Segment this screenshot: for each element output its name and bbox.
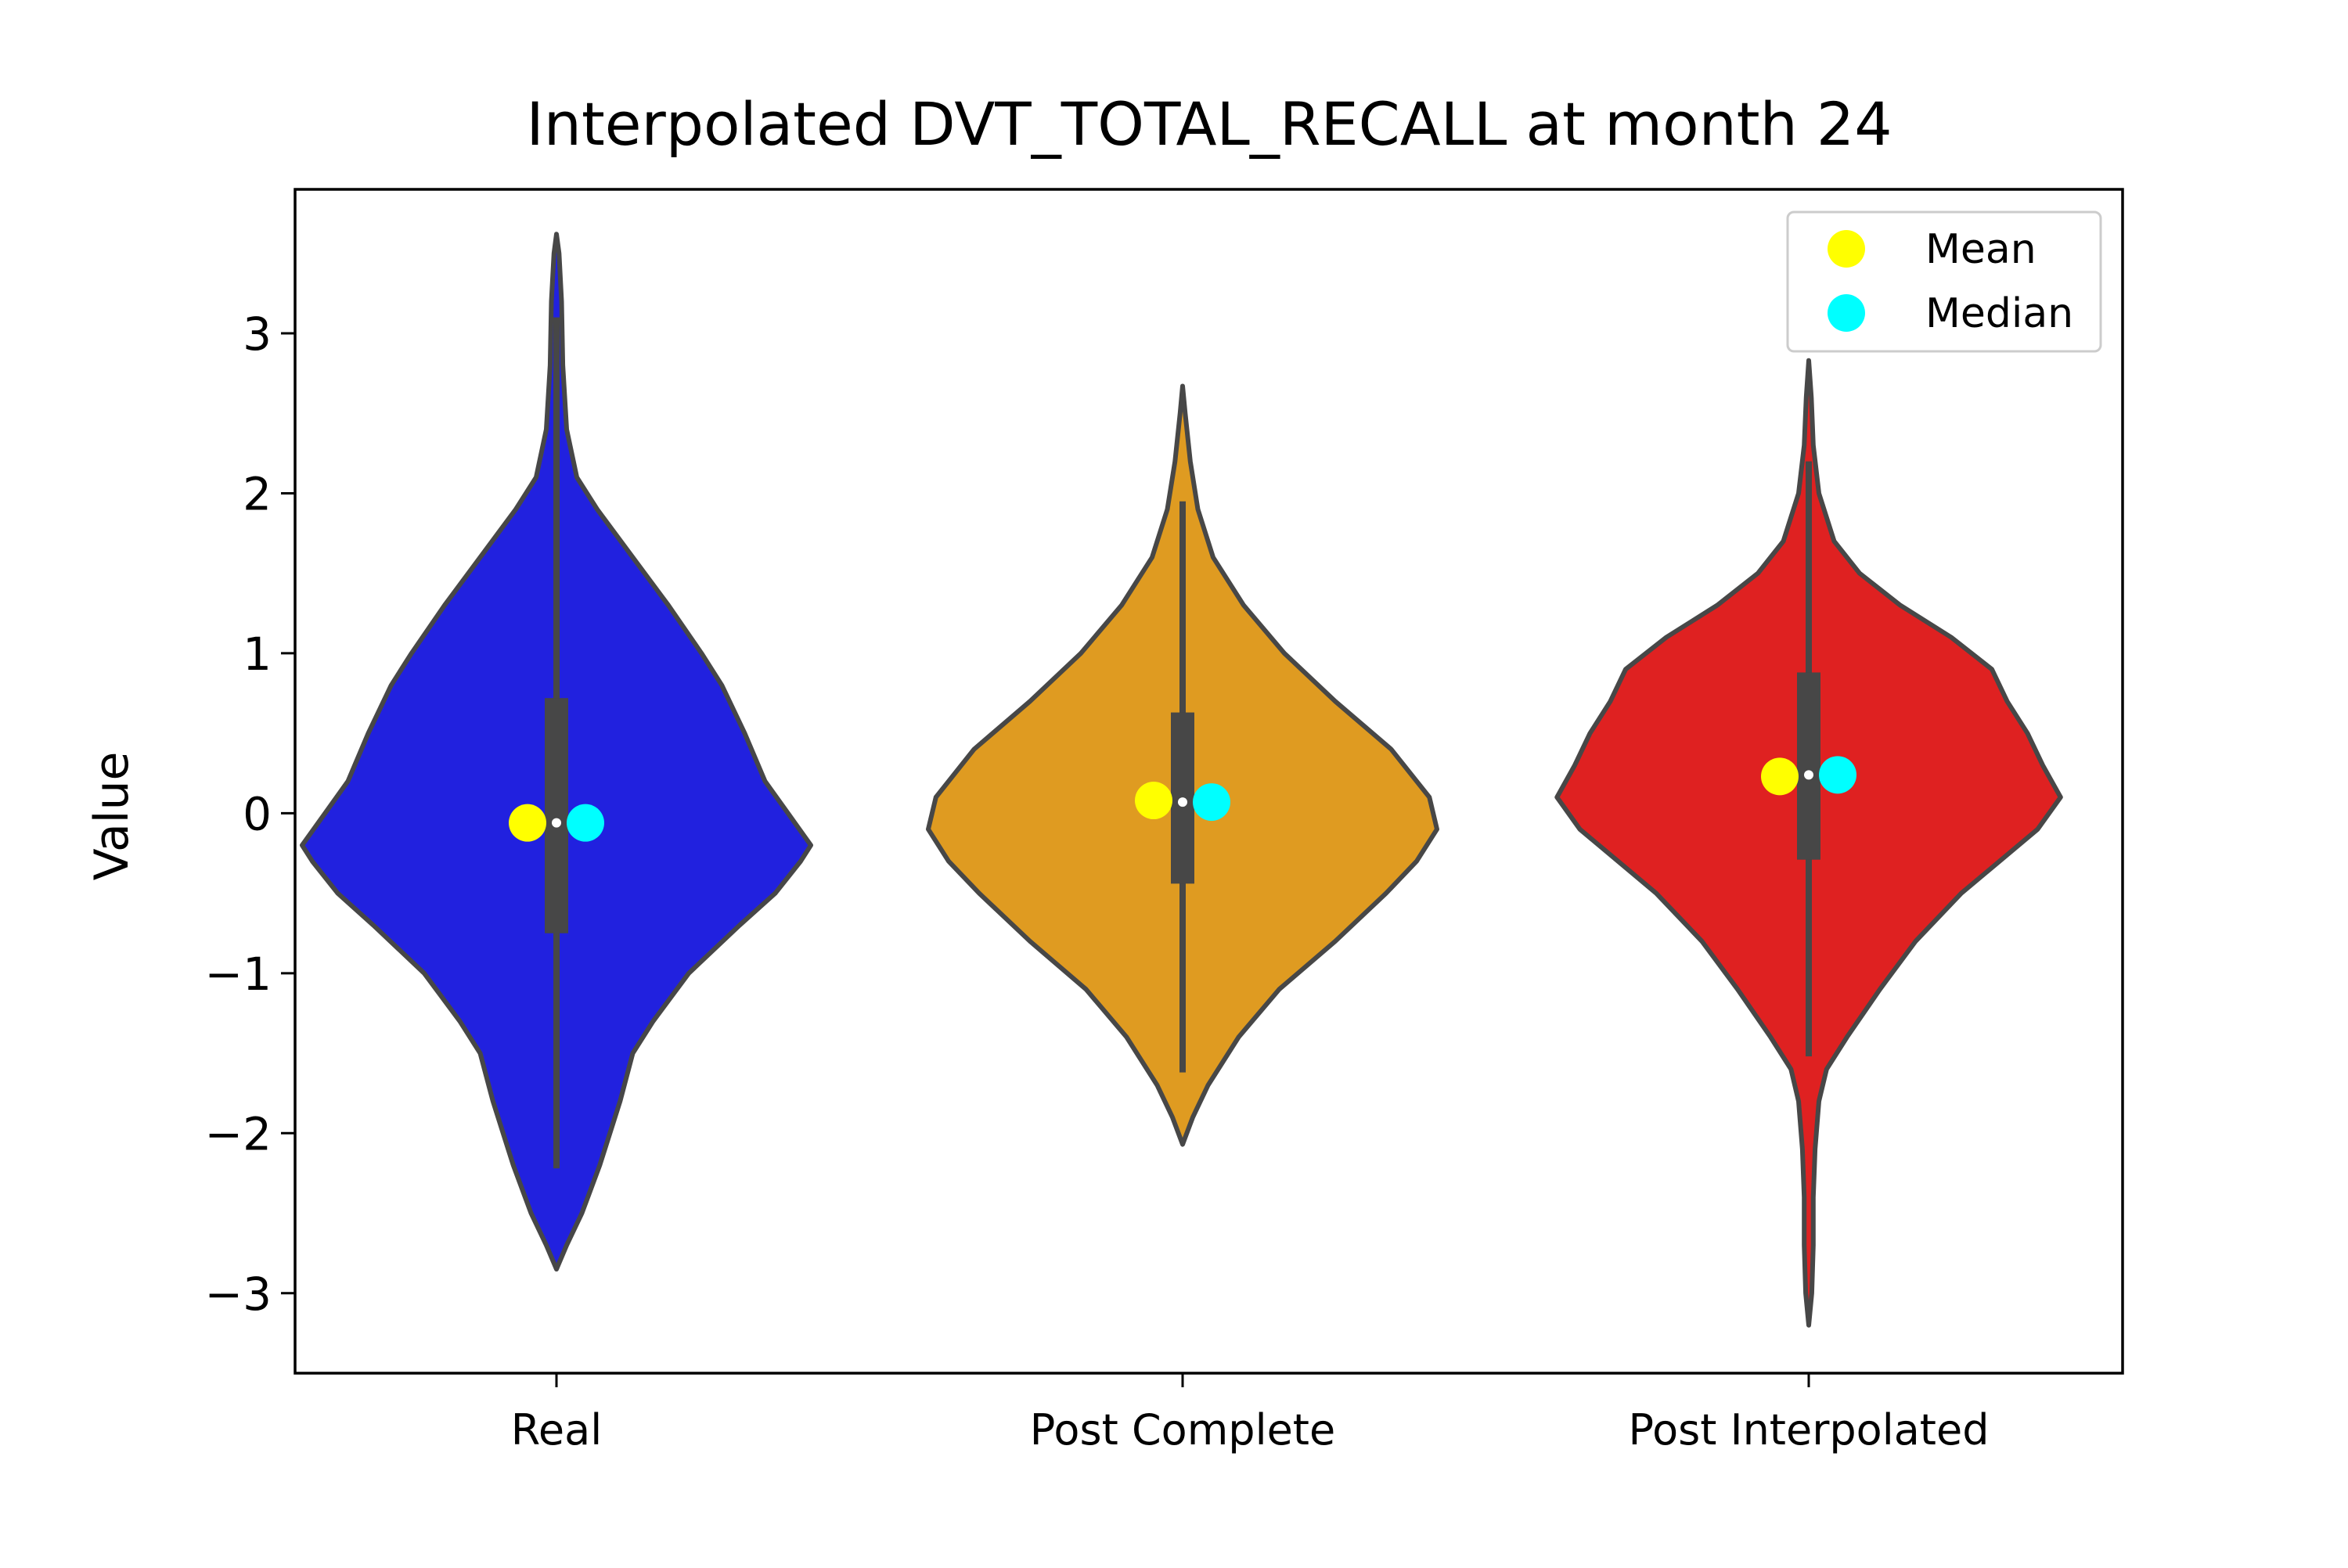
violin-post-interpolated bbox=[1554, 358, 2063, 1328]
legend-box bbox=[1786, 210, 2102, 353]
y-tick-label: 2 bbox=[243, 467, 272, 520]
x-ticks-layer: Real Post Complete Post Interpolated bbox=[511, 1373, 1990, 1455]
x-tick-label: Post Complete bbox=[1030, 1405, 1335, 1455]
plot-frame bbox=[294, 188, 2124, 1375]
chart-title: Interpolated DVT_TOTAL_RECALL at month 2… bbox=[526, 89, 1892, 159]
mean-marker-post-complete bbox=[1135, 782, 1172, 820]
legend-marker-mean bbox=[1828, 230, 1865, 268]
legend: Mean Median bbox=[1786, 210, 2102, 353]
y-tick-label: 3 bbox=[243, 307, 272, 361]
y-tick-label: 0 bbox=[243, 787, 272, 840]
y-tick-label: −1 bbox=[205, 948, 272, 1001]
violin-post-complete bbox=[926, 383, 1439, 1147]
mean-marker-post-interpolated bbox=[1761, 757, 1799, 796]
median-dot-real bbox=[552, 818, 561, 828]
iqr-box-real bbox=[545, 698, 568, 933]
median-dot-post-interpolated bbox=[1804, 770, 1813, 780]
violin-real bbox=[300, 232, 813, 1272]
y-ticks-layer: −3 −2 −1 0 1 2 3 bbox=[205, 307, 295, 1321]
median-marker-real bbox=[567, 804, 604, 842]
mean-marker-real bbox=[509, 804, 546, 842]
legend-label-median: Median bbox=[1925, 290, 2073, 337]
legend-marker-median bbox=[1828, 294, 1865, 332]
x-tick-label: Real bbox=[511, 1405, 602, 1455]
median-dot-post-complete bbox=[1178, 797, 1187, 807]
legend-label-mean: Mean bbox=[1925, 226, 2036, 273]
median-marker-post-complete bbox=[1193, 783, 1230, 822]
median-marker-post-interpolated bbox=[1819, 756, 1856, 794]
y-tick-label: −3 bbox=[205, 1268, 272, 1321]
y-tick-label: −2 bbox=[205, 1107, 272, 1160]
y-axis-label: Value bbox=[85, 752, 139, 881]
x-tick-label: Post Interpolated bbox=[1629, 1405, 1990, 1455]
violins-layer bbox=[300, 232, 2063, 1328]
iqr-box-post-interpolated bbox=[1797, 672, 1820, 860]
y-tick-label: 1 bbox=[243, 628, 272, 681]
